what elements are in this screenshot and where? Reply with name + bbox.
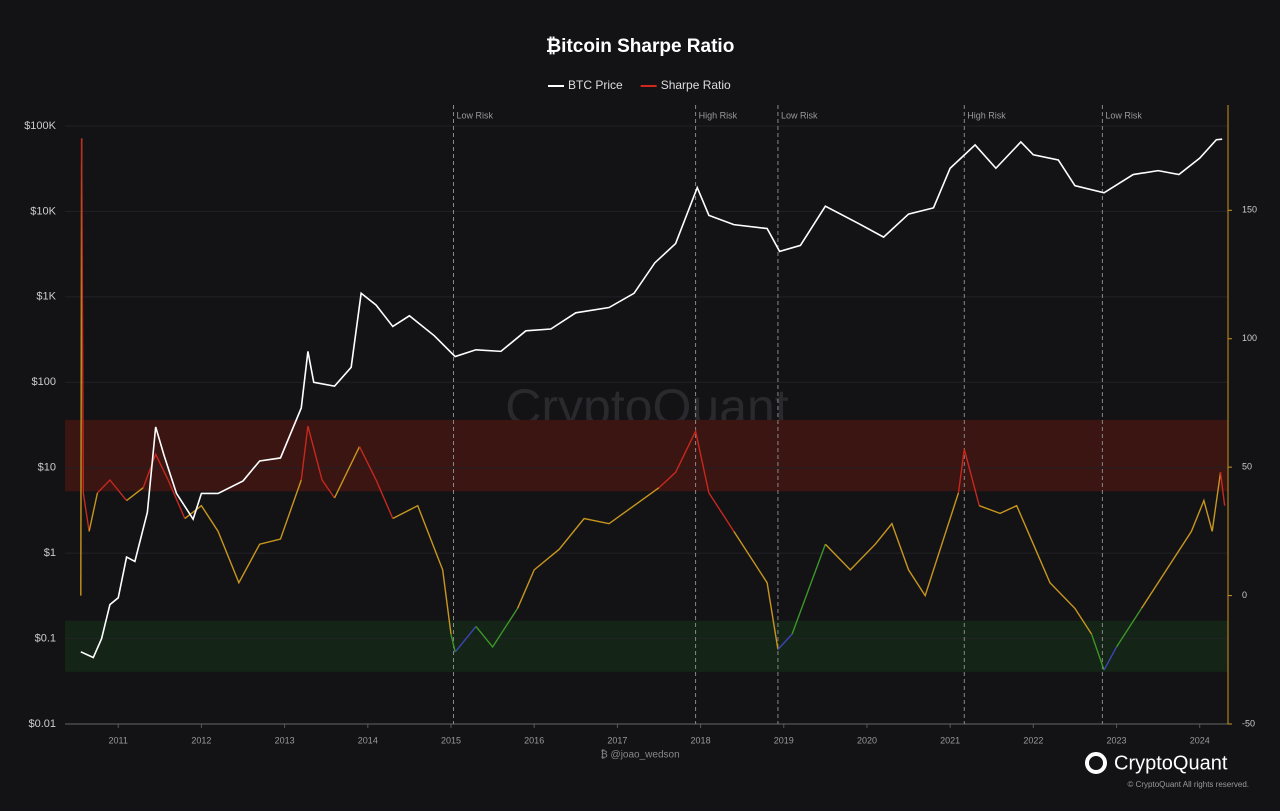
y2-tick-label: 150 [1242, 205, 1257, 215]
chart-title: ₿itcoin Sharpe Ratio [546, 36, 735, 57]
sharpe-line [184, 479, 302, 585]
sharpe-line [1090, 633, 1105, 671]
x-tick-label: 2022 [1023, 735, 1043, 745]
annotation-label: Low Risk [456, 110, 493, 120]
copyright: © CryptoQuant All rights reserved. [1128, 780, 1250, 789]
sharpe-line [358, 446, 394, 519]
y-tick-label: $10 [38, 462, 56, 474]
x-tick-label: 2016 [524, 735, 544, 745]
y2-tick-label: 0 [1242, 590, 1247, 600]
sharpe-line [454, 625, 477, 653]
author: ₿ @joao_wedson [600, 749, 679, 761]
sharpe-line [1219, 472, 1226, 506]
sharpe-line [126, 487, 144, 502]
x-tick-label: 2013 [275, 735, 295, 745]
sharpe-line [791, 543, 827, 635]
x-tick-label: 2024 [1190, 735, 1210, 745]
sharpe-line [392, 504, 452, 635]
y2-tick-label: 50 [1242, 462, 1252, 472]
sharpe-line [1115, 608, 1143, 648]
sharpe-line [957, 448, 980, 506]
legend-label: BTC Price [568, 78, 623, 92]
risk-band [65, 419, 1228, 492]
y-tick-label: $10K [30, 205, 56, 217]
sharpe-line [450, 633, 456, 653]
sharpe-line [516, 487, 660, 609]
annotation-label: Low Risk [1105, 110, 1142, 120]
y-tick-label: $1 [44, 547, 56, 559]
price-line [80, 138, 1223, 659]
x-tick-label: 2023 [1107, 735, 1127, 745]
x-tick-label: 2012 [191, 735, 211, 745]
sharpe-line [80, 138, 90, 532]
y-tick-label: $0.1 [35, 632, 56, 644]
annotation-label: Low Risk [781, 110, 818, 120]
sharpe-line [88, 492, 99, 532]
sharpe-line [96, 478, 128, 501]
sharpe-line [475, 608, 519, 649]
sharpe-line [1140, 472, 1222, 609]
legend-label: Sharpe Ratio [661, 78, 731, 92]
sharpe-line [333, 446, 361, 499]
x-tick-label: 2021 [940, 735, 960, 745]
sharpe-line [142, 452, 186, 519]
annotation-label: High Risk [699, 110, 738, 120]
sharpe-line [979, 504, 1093, 635]
x-tick-label: 2014 [358, 735, 378, 745]
x-tick-label: 2019 [774, 735, 794, 745]
y2-tick-label: 100 [1242, 333, 1257, 343]
x-tick-label: 2020 [857, 735, 877, 745]
brand: CryptoQuant [1114, 752, 1228, 774]
sharpe-line [1103, 646, 1118, 671]
y-tick-label: $100K [24, 120, 56, 132]
y2-tick-label: -50 [1242, 718, 1255, 728]
sharpe-line [300, 425, 336, 499]
x-tick-label: 2015 [441, 735, 461, 745]
sharpe-line [777, 633, 793, 650]
x-tick-label: 2011 [109, 735, 128, 745]
annotation-label: High Risk [967, 110, 1006, 120]
sharpe-line [658, 429, 735, 532]
brand-logo [1085, 752, 1107, 774]
y-tick-label: $0.01 [28, 718, 56, 730]
y-tick-label: $100 [32, 376, 56, 388]
x-tick-label: 2017 [607, 735, 627, 745]
risk-band [65, 620, 1228, 672]
sharpe-line [733, 530, 779, 650]
sharpe-line [824, 492, 960, 598]
x-tick-label: 2018 [691, 735, 711, 745]
y-tick-label: $1K [36, 291, 56, 303]
